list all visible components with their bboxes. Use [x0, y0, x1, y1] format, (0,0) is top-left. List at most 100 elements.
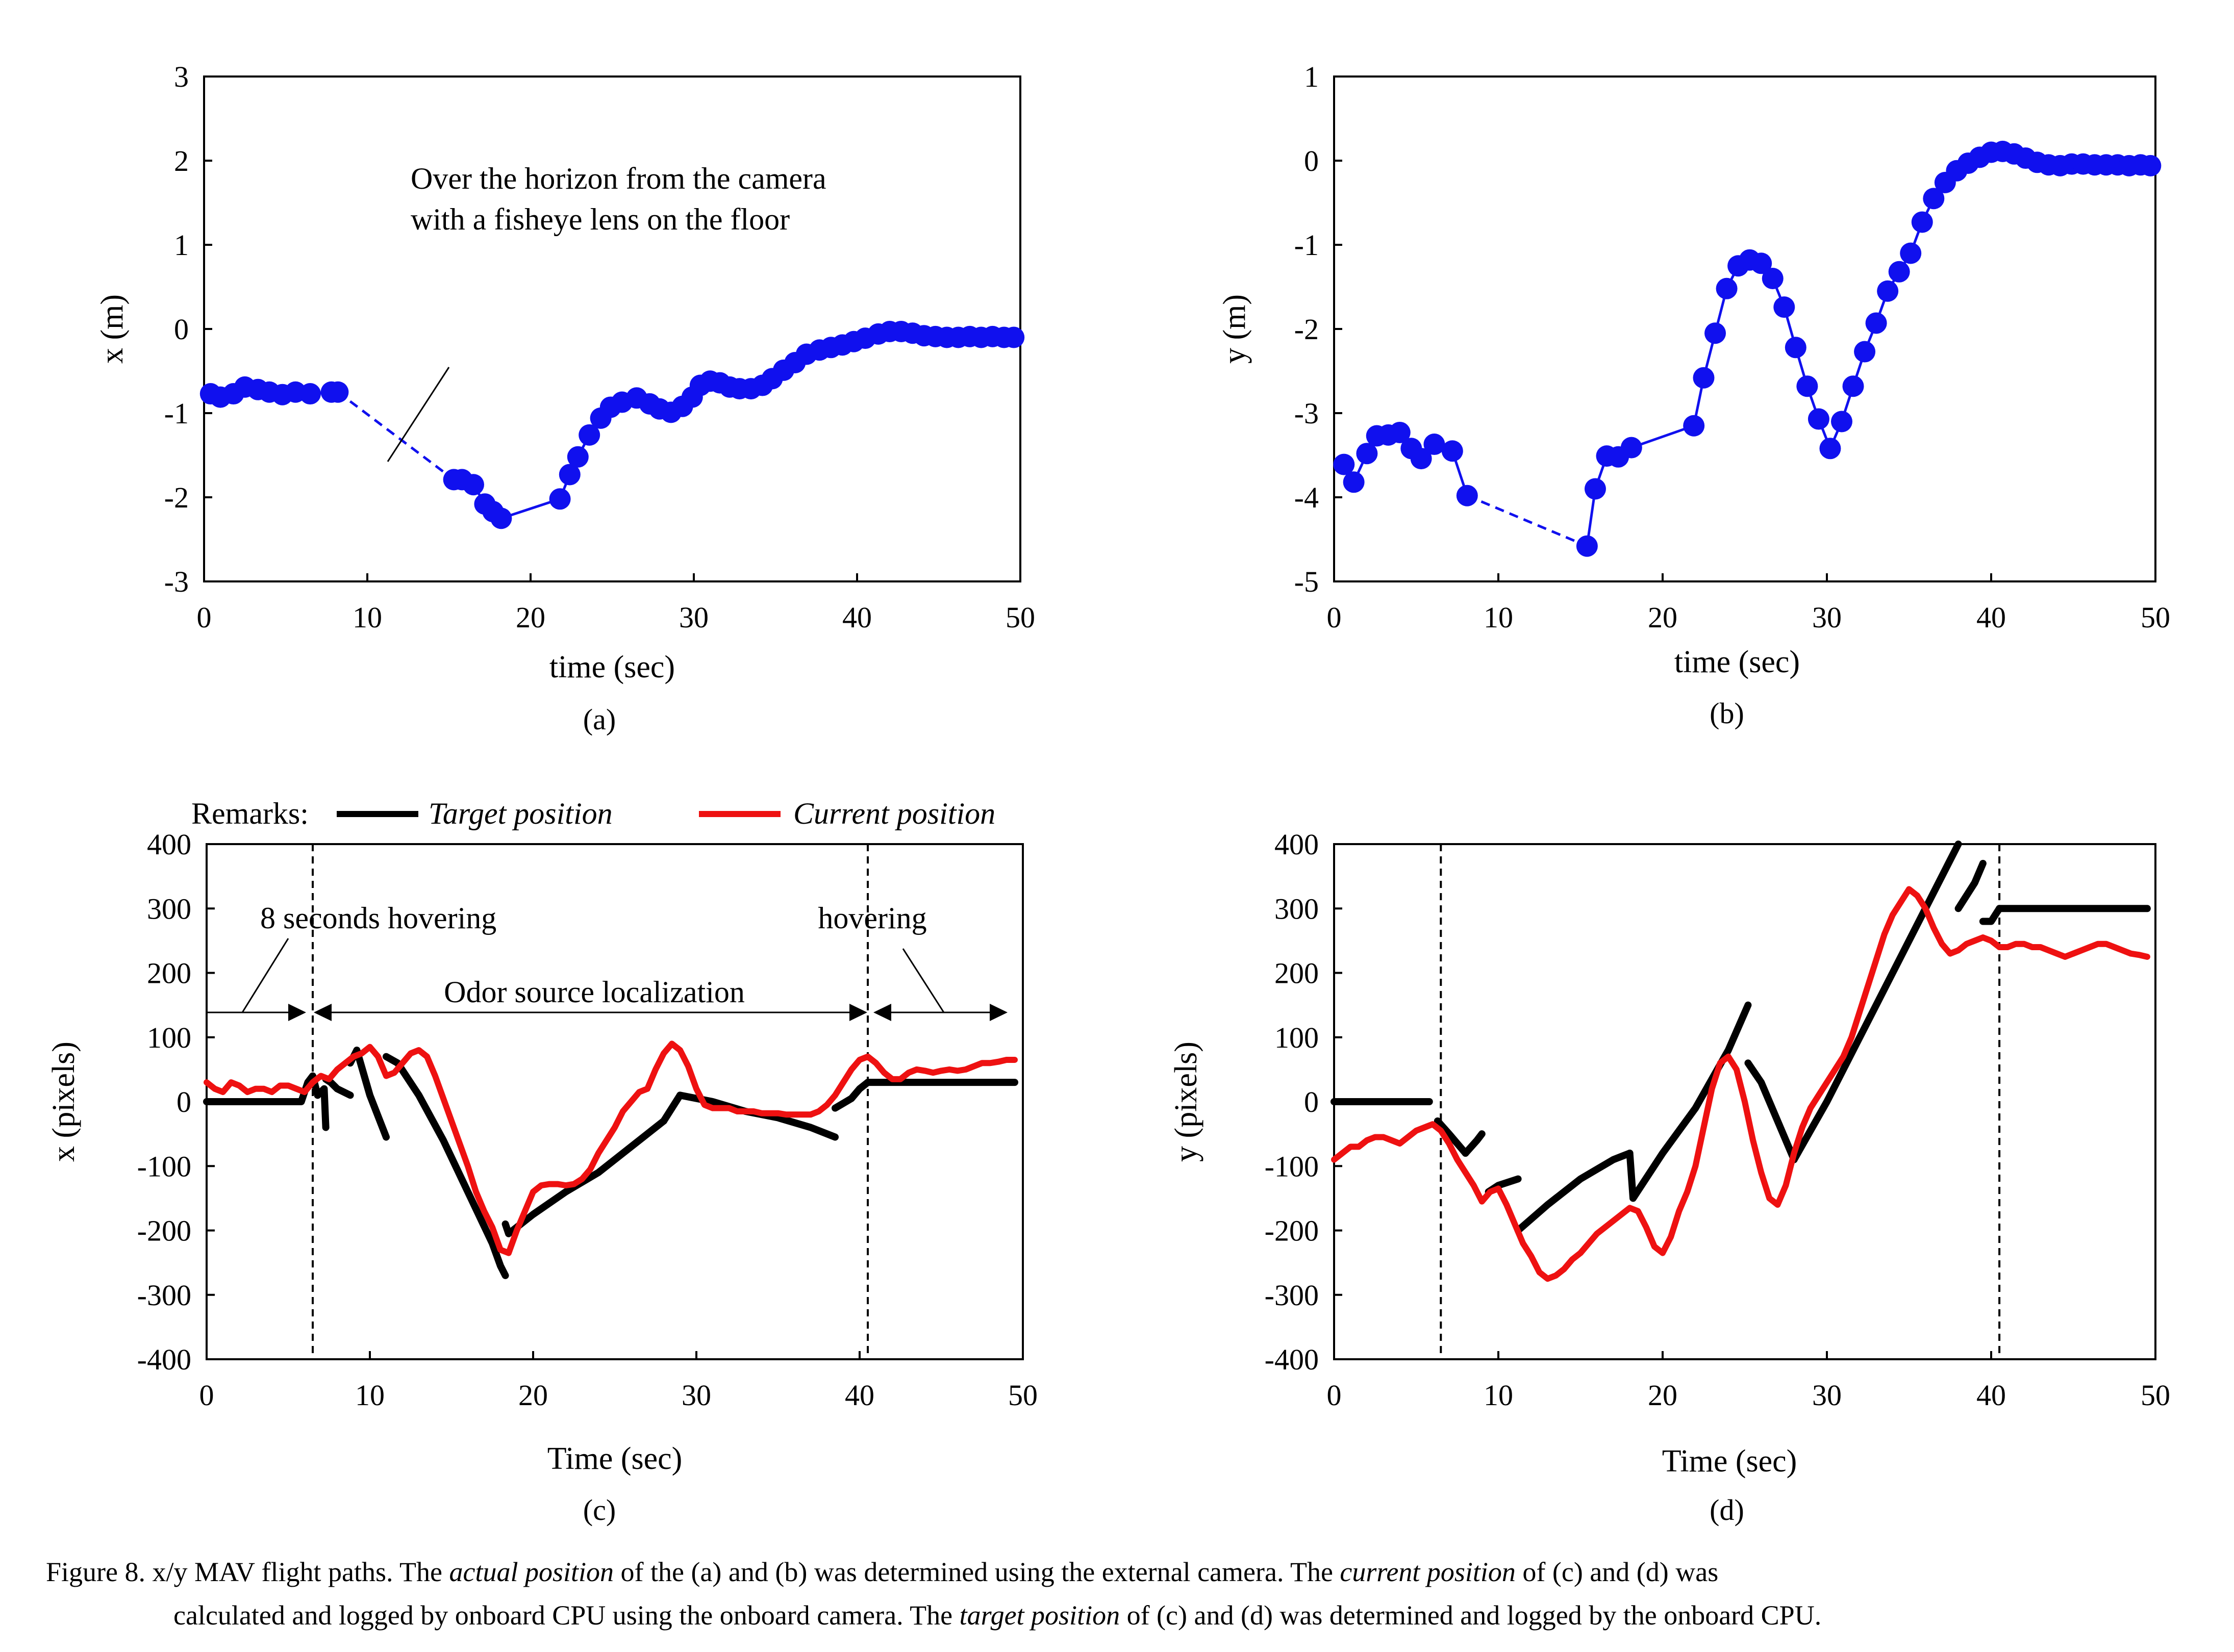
- target-position-line: [1434, 1117, 1469, 1157]
- arrowhead-left-hover: [288, 1004, 306, 1021]
- x-tick-label: 20: [1648, 601, 1677, 634]
- data-point: [1333, 453, 1355, 475]
- y-tick-label: -200: [1265, 1214, 1319, 1248]
- x-tick-label: 40: [842, 601, 872, 634]
- x-tick-label: 30: [1812, 601, 1842, 634]
- data-point: [549, 488, 571, 510]
- data-point: [1441, 440, 1463, 462]
- arrowhead-odor-start: [314, 1004, 332, 1021]
- phase-annotations-c: 8 seconds hovering Odor source localizat…: [207, 901, 1008, 1021]
- arrowhead-hover-right-start: [873, 1004, 891, 1021]
- x-axis-label-c: Time (sec): [547, 1441, 683, 1476]
- arrowhead-hover-right-end: [990, 1004, 1008, 1021]
- data-point: [1888, 261, 1910, 283]
- target-position-line: [1462, 1130, 1486, 1157]
- caption-l1-p3: current position: [1340, 1557, 1516, 1587]
- annotation-line2-a: with a fisheye lens on the floor: [411, 202, 790, 236]
- data-point: [490, 507, 512, 529]
- y-tick-label: 300: [147, 892, 191, 925]
- caption-l2-p2: of (c) and (d) was determined and logged…: [1120, 1600, 1821, 1631]
- data-point: [1785, 337, 1806, 359]
- data-point: [1343, 471, 1365, 493]
- x-axis-label-a: time (sec): [549, 650, 675, 684]
- data-point: [1410, 448, 1432, 470]
- legend-prefix: Remarks:: [191, 797, 309, 830]
- annotation-8sec-hovering: 8 seconds hovering: [260, 901, 496, 935]
- data-point: [327, 381, 349, 403]
- x-axis-label-d: Time (sec): [1662, 1444, 1797, 1479]
- panel-label-d: (d): [1710, 1493, 1744, 1527]
- legend-label-target: Target position: [429, 797, 613, 830]
- panel-label-c: (c): [583, 1493, 616, 1527]
- y-tick-label: 200: [147, 957, 191, 990]
- y-tick-label: 400: [1274, 828, 1319, 861]
- panel-label-a: (a): [583, 703, 616, 736]
- data-point: [1900, 242, 1922, 264]
- y-tick-label: -400: [137, 1343, 191, 1376]
- y-tick-label: 0: [1304, 1085, 1319, 1119]
- target-position-line: [1979, 905, 2003, 925]
- y-tick-label: -3: [164, 565, 189, 598]
- data-point: [1796, 375, 1818, 397]
- x-tick-label: 20: [518, 1379, 548, 1412]
- y-tick-label: -400: [1265, 1343, 1319, 1376]
- y-axis-label-d: y (pixels): [1169, 1041, 1203, 1162]
- x-tick-label: 10: [1484, 601, 1513, 634]
- panel-c: Remarks: Target position Current positio…: [46, 797, 1038, 1527]
- data-point: [1423, 434, 1445, 455]
- data-point: [1356, 443, 1378, 465]
- x-tick-label: 0: [1327, 1379, 1342, 1412]
- caption-l2-p0: calculated and logged by onboard CPU usi…: [173, 1600, 960, 1631]
- data-point: [1683, 415, 1705, 437]
- y-tick-label: 3: [174, 60, 189, 93]
- target-position-line: [501, 1117, 667, 1237]
- x-tick-label: 50: [1006, 601, 1035, 634]
- current-position-line: [1331, 886, 2150, 1282]
- y-tick-label: 300: [1274, 892, 1319, 925]
- annotation-leader-a: [387, 367, 450, 462]
- figure-caption: Figure 8. x/y MAV flight paths. The actu…: [46, 1557, 1821, 1631]
- target-position-line: [660, 1091, 684, 1125]
- x-tick-label: 0: [197, 601, 212, 634]
- y-tick-label: -2: [164, 481, 189, 514]
- y-axis-label-a: x (m): [95, 294, 130, 364]
- data-point: [1923, 188, 1945, 210]
- data-point: [1830, 411, 1852, 433]
- y-tick-label: -3: [1294, 397, 1319, 430]
- data-point: [1854, 341, 1876, 363]
- annotation-odor-localization: Odor source localization: [444, 975, 745, 1009]
- y-tick-label: -300: [137, 1279, 191, 1312]
- panel-d: 0 10 20 30 40 50 400 300 200 100 0 -100 -200 -300 -400…: [1169, 828, 2170, 1527]
- ticks-c: 0 10 20 30 40 50 400 300 200 100 0 -100 -200 -300 -400: [137, 828, 1038, 1412]
- y-tick-label: 1: [1304, 60, 1319, 93]
- x-tick-label: 10: [353, 601, 382, 634]
- x-tick-label: 10: [1484, 1379, 1513, 1412]
- y-tick-label: -1: [164, 397, 189, 430]
- data-point: [1620, 437, 1642, 459]
- gap-dashed-line: [337, 391, 455, 481]
- annotation-hovering: hovering: [818, 901, 926, 935]
- panel-label-b: (b): [1710, 697, 1744, 730]
- current-position-line: [204, 1040, 1018, 1256]
- leader-left-hover: [241, 938, 289, 1013]
- x-tick-label: 0: [1327, 601, 1342, 634]
- target-position-line: [383, 1053, 509, 1279]
- data-point: [1819, 438, 1841, 460]
- data-point: [299, 383, 321, 405]
- x-tick-label: 50: [2141, 601, 2170, 634]
- data-point: [1576, 535, 1598, 557]
- y-tick-label: 400: [147, 828, 191, 861]
- data-point: [1911, 211, 1933, 233]
- data-point: [1865, 312, 1887, 334]
- data-point: [567, 446, 589, 468]
- data-point: [1693, 367, 1715, 389]
- arrowhead-odor-end: [849, 1004, 867, 1021]
- target-position-line: [832, 1079, 871, 1112]
- x-tick-label: 50: [1008, 1379, 1038, 1412]
- x-tick-label: 40: [845, 1379, 874, 1412]
- target-position-line: [1790, 841, 1962, 1163]
